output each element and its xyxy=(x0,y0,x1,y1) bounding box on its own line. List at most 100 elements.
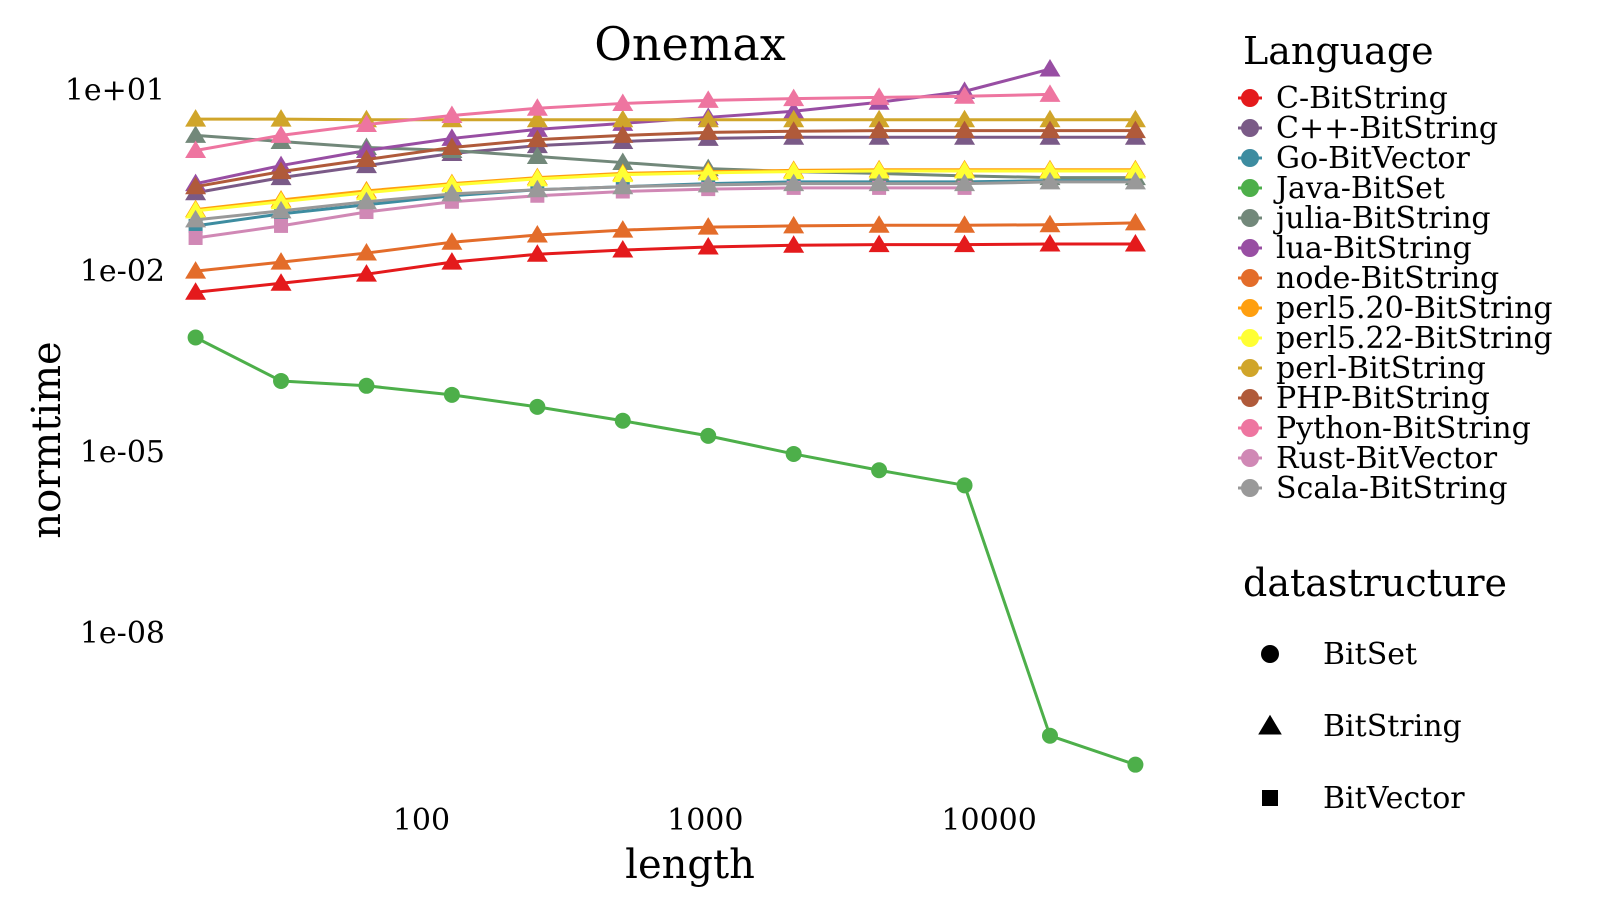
legend-key-icon xyxy=(1241,269,1259,287)
legend-language-title: Language xyxy=(1243,29,1434,73)
data-point xyxy=(612,125,634,143)
data-point xyxy=(185,261,207,279)
legend-item: C-BitString xyxy=(1238,81,1448,116)
data-point xyxy=(954,215,976,233)
data-point xyxy=(783,235,805,253)
data-point xyxy=(355,149,377,168)
legend-item: C++-BitString xyxy=(1238,111,1498,146)
data-point xyxy=(1124,212,1146,231)
data-point xyxy=(1039,161,1061,179)
data-point xyxy=(697,90,719,108)
data-point xyxy=(785,445,802,462)
data-point xyxy=(273,372,290,389)
series-perl-bitstring xyxy=(185,109,1146,128)
x-tick-label: 100 xyxy=(393,803,450,838)
legend-item: perl5.20-BitString xyxy=(1238,291,1553,326)
data-point xyxy=(954,109,976,128)
legend-label: C-BitString xyxy=(1276,81,1448,116)
legend-shape-item: BitString xyxy=(1258,709,1462,744)
legend-key-icon xyxy=(1241,89,1259,107)
y-axis-label: normtime xyxy=(24,341,70,538)
data-point xyxy=(441,174,463,193)
data-point xyxy=(185,176,207,195)
data-point xyxy=(185,200,207,219)
legend-key-icon xyxy=(1241,239,1259,257)
legend-shape-label: BitSet xyxy=(1323,637,1417,672)
series-php-bitstring xyxy=(185,120,1146,195)
series-layer xyxy=(185,59,1146,773)
data-point xyxy=(1124,171,1146,190)
data-point xyxy=(868,87,890,105)
series-python-bitstring xyxy=(185,84,1061,158)
x-axis-ticks: 100 1000 10000 xyxy=(393,803,1037,838)
data-point xyxy=(274,218,289,233)
data-point xyxy=(270,273,292,291)
data-point xyxy=(1039,214,1061,233)
legend-key-icon xyxy=(1241,419,1259,437)
series-line xyxy=(194,336,1136,767)
data-point xyxy=(526,224,548,243)
legend-item: Rust-BitVector xyxy=(1238,441,1498,476)
y-tick-label: 1e+01 xyxy=(65,73,165,108)
data-point xyxy=(526,179,548,198)
data-point xyxy=(1124,234,1146,252)
triangle-icon xyxy=(1258,714,1282,735)
series-scala-bitstring xyxy=(185,171,1146,228)
data-point xyxy=(697,217,719,235)
data-point xyxy=(612,152,634,171)
data-point xyxy=(697,122,719,140)
legend-shape-items: BitSet BitString BitVector xyxy=(1258,637,1465,816)
data-point xyxy=(270,252,292,270)
data-point xyxy=(185,109,207,127)
data-point xyxy=(270,125,292,143)
data-point xyxy=(700,427,717,444)
data-point xyxy=(1041,727,1058,744)
legend-shape-item: BitSet xyxy=(1261,637,1417,672)
data-point xyxy=(697,109,719,128)
data-point xyxy=(526,119,548,137)
series-line xyxy=(195,221,1136,273)
data-point xyxy=(441,252,463,270)
data-point xyxy=(783,173,805,192)
series-node-bitstring xyxy=(185,212,1146,279)
series-line xyxy=(195,179,1136,228)
data-point xyxy=(441,105,463,124)
legend-item: julia-BitString xyxy=(1238,201,1491,236)
data-point xyxy=(1124,109,1146,128)
data-point xyxy=(954,120,976,139)
data-point xyxy=(526,168,548,187)
data-point xyxy=(185,282,207,300)
data-point xyxy=(1127,756,1144,773)
data-point xyxy=(526,129,548,148)
series-c-bitstring xyxy=(185,234,1146,300)
legend-label: Scala-BitString xyxy=(1276,471,1508,506)
legend-item: Scala-BitString xyxy=(1238,471,1508,506)
legend-label: perl-BitString xyxy=(1276,351,1486,386)
legend-key-icon xyxy=(1241,179,1259,197)
data-point xyxy=(355,264,377,282)
series-perl5-22-bitstring xyxy=(185,161,1146,219)
data-point xyxy=(783,88,805,107)
legend-label: C++-BitString xyxy=(1276,111,1498,146)
legend-key-icon xyxy=(1241,389,1259,407)
data-point xyxy=(868,234,890,253)
data-point xyxy=(954,161,976,179)
legend-label: perl5.20-BitString xyxy=(1276,291,1553,326)
legend-key-icon xyxy=(1241,479,1259,497)
square-icon xyxy=(1262,790,1278,806)
data-point xyxy=(441,183,463,202)
legend-label: Go-BitVector xyxy=(1276,141,1470,176)
data-point xyxy=(355,114,377,133)
data-point xyxy=(1039,234,1061,252)
circle-icon xyxy=(1261,645,1279,663)
legend-label: PHP-BitString xyxy=(1276,381,1490,416)
data-point xyxy=(868,109,890,128)
data-point xyxy=(1039,109,1061,128)
data-point xyxy=(526,109,548,128)
legend-item: node-BitString xyxy=(1238,261,1499,296)
series-line xyxy=(195,186,965,240)
data-point xyxy=(526,98,548,116)
legend-label: julia-BitString xyxy=(1273,201,1491,236)
data-point xyxy=(355,140,377,158)
